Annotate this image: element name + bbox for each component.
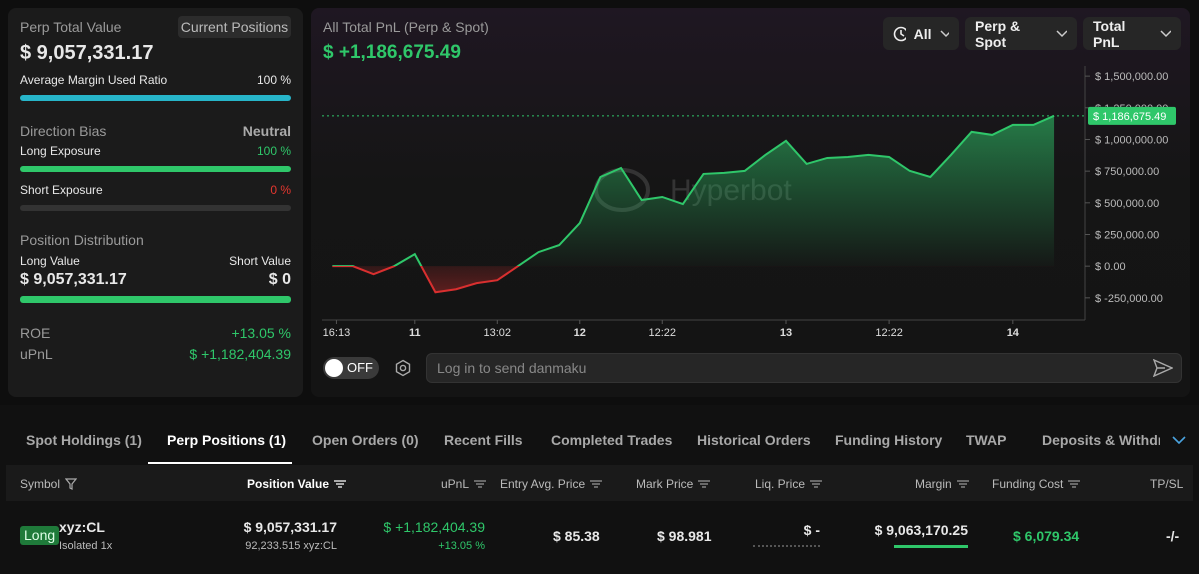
sort-icon <box>956 480 969 488</box>
tab[interactable]: Open Orders (0) <box>312 432 419 448</box>
value: $ 9,057,331.17 <box>20 42 154 64</box>
sort-icon <box>1068 480 1081 488</box>
chart-title: All Total PnL (Perp & Spot) <box>323 19 489 35</box>
chevron-icon <box>940 29 949 37</box>
cell: -/- <box>1166 528 1180 544</box>
chevron-icon <box>1056 29 1067 37</box>
symbol[interactable]: xyz:CL <box>59 519 105 535</box>
column-label: Entry Avg. Price <box>500 477 586 491</box>
chart-panel <box>311 8 1190 397</box>
dropdown-label: All <box>913 25 932 42</box>
column-header: TP/SL <box>1150 476 1183 492</box>
progress-bar <box>20 296 291 303</box>
sort-icon <box>810 480 823 488</box>
send-icon[interactable] <box>1153 359 1173 377</box>
column-header[interactable]: uPnL <box>441 476 487 492</box>
cell: +13.05 % <box>438 540 485 552</box>
column-label: Symbol <box>20 477 61 491</box>
dropdown-label: Perp & Spot <box>975 17 1021 50</box>
value: 100 % <box>256 144 291 158</box>
label: Long Exposure <box>20 144 101 158</box>
value: $ 9,057,331.17 <box>20 271 127 288</box>
toggle[interactable]: OFF <box>323 357 379 379</box>
range-dropdown[interactable]: All <box>883 17 959 50</box>
column-label: uPnL <box>441 477 470 491</box>
column-header[interactable]: Position Value <box>247 476 347 492</box>
column-header[interactable]: Mark Price <box>636 476 711 492</box>
margin-bar <box>894 545 968 548</box>
column-header[interactable]: Liq. Price <box>755 476 823 492</box>
column-header[interactable]: Funding Cost <box>992 476 1081 492</box>
chevron-icon[interactable] <box>1172 436 1186 445</box>
cell: 92,233.515 xyz:CL <box>245 540 337 552</box>
filter-icon <box>65 478 78 490</box>
settings-icon[interactable] <box>394 359 412 377</box>
label: Direction Bias <box>20 123 107 139</box>
tab-underline <box>148 462 292 464</box>
clock-icon <box>893 26 906 41</box>
label: Position Distribution <box>20 232 144 248</box>
current-positions-button[interactable]: Current Positions <box>178 16 291 38</box>
cell: $ 85.38 <box>553 528 600 544</box>
label: Long Value <box>20 254 80 268</box>
cell: $ 9,057,331.17 <box>243 519 337 535</box>
column-label: Liq. Price <box>755 477 806 491</box>
tab[interactable]: Completed Trades <box>551 432 673 448</box>
label: ROE <box>20 325 51 341</box>
column-label: Margin <box>915 477 952 491</box>
column-label: Funding Cost <box>992 477 1064 491</box>
table-header <box>6 465 1193 501</box>
metric-dropdown[interactable]: Total PnL <box>1083 17 1181 50</box>
tab-active[interactable]: Perp Positions (1) <box>167 432 287 448</box>
column-label: Mark Price <box>636 477 694 491</box>
tab[interactable]: Recent Fills <box>444 432 523 448</box>
side-badge: Long <box>20 526 60 545</box>
label: Short Value <box>229 254 291 268</box>
column-label: Position Value <box>247 477 330 491</box>
cell: $ - <box>803 522 820 538</box>
chevron-icon <box>1160 29 1171 37</box>
scope-dropdown[interactable]: Perp & Spot <box>965 17 1077 50</box>
placeholder: Log in to send danmaku <box>437 360 587 376</box>
cell: $ 9,063,170.25 <box>874 522 968 538</box>
label: Perp Total Value <box>20 19 122 35</box>
margin-mode: Isolated 1x <box>59 540 113 552</box>
value: Neutral <box>242 123 291 139</box>
tab[interactable]: Funding History <box>835 432 943 448</box>
underline <box>753 545 820 547</box>
value: +13.05 % <box>231 325 291 341</box>
tab[interactable]: Spot Holdings (1) <box>26 432 142 448</box>
tab[interactable]: Deposits & Withdraw <box>1042 432 1160 448</box>
value: 100 % <box>256 73 291 87</box>
progress-bar <box>20 166 291 172</box>
value: 0 % <box>270 183 291 197</box>
cell: $ +1,182,404.39 <box>383 519 485 535</box>
column-header[interactable]: Symbol <box>20 476 78 492</box>
sort-icon <box>698 480 711 488</box>
sort-icon <box>334 480 347 488</box>
tab[interactable]: Historical Orders <box>697 432 811 448</box>
danmaku-input[interactable]: Log in to send danmaku <box>426 353 1182 383</box>
column-header[interactable]: Entry Avg. Price <box>500 476 603 492</box>
label: Short Exposure <box>20 183 103 197</box>
cell: $ 6,079.34 <box>1013 528 1080 544</box>
summary-panel <box>8 8 303 397</box>
total-pnl: $ +1,186,675.49 <box>323 42 461 63</box>
sort-icon <box>590 480 603 488</box>
column-label: TP/SL <box>1150 477 1184 491</box>
column-header[interactable]: Margin <box>915 476 969 492</box>
toggle-label: OFF <box>347 360 373 375</box>
progress-bar <box>20 95 291 101</box>
progress-bar <box>20 205 291 211</box>
cell: $ 98.981 <box>657 528 712 544</box>
tab[interactable]: TWAP <box>966 432 1007 448</box>
label: uPnL <box>20 346 53 362</box>
label: Average Margin Used Ratio <box>20 73 168 87</box>
sort-icon <box>474 480 487 488</box>
value: $ 0 <box>268 271 291 288</box>
dropdown-label: Total PnL <box>1093 17 1126 50</box>
value: $ +1,182,404.39 <box>189 346 291 362</box>
